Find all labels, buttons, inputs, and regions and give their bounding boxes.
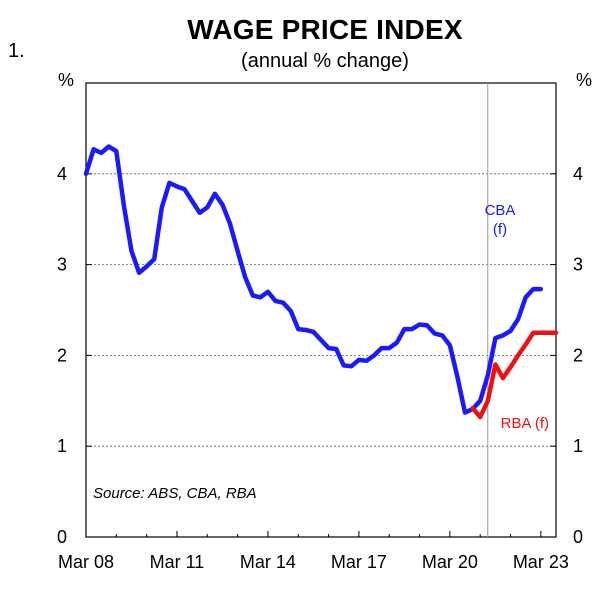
x-tick-label-5: Mar 23 [513,552,569,572]
axis-ticks: 0 0 1 1 2 2 3 3 4 4 Mar 08 Mar 11 Mar 14 Mar 17 Mar 20… [57,164,583,572]
y-tick-label-left-0: 0 [57,527,67,547]
figure-number: 1. [8,40,25,62]
series-label-rba: RBA (f) [501,415,549,432]
y-tick-label-left-3: 3 [57,255,67,275]
y-tick-label-left-2: 2 [57,345,67,365]
chart-title: WAGE PRICE INDEX [187,14,463,45]
y-tick-label-right-1: 1 [573,436,583,456]
series-line-rba-f [470,330,559,420]
source-note: Source: ABS, CBA, RBA [93,485,257,502]
x-tick-label-3: Mar 17 [331,552,387,572]
chart-subtitle: (annual % change) [241,50,409,72]
y-tick-label-right-3: 3 [573,255,583,275]
x-tick-label-4: Mar 20 [422,552,478,572]
plot-area [85,82,557,538]
x-tick-label-0: Mar 08 [58,552,114,572]
y-unit-right: % [576,70,592,90]
series-label-cba: CBA (f) [485,202,516,238]
y-unit-left: % [58,70,74,90]
series-line-cba-f [83,144,544,415]
series-layer: CBA (f) RBA (f) [83,144,559,432]
y-tick-label-left-4: 4 [57,164,67,184]
y-tick-label-left-1: 1 [57,436,67,456]
y-tick-label-right-2: 2 [573,345,583,365]
y-tick-label-right-0: 0 [573,527,583,547]
y-tick-label-right-4: 4 [573,164,583,184]
x-tick-label-2: Mar 14 [240,552,296,572]
x-tick-label-1: Mar 11 [150,552,205,572]
